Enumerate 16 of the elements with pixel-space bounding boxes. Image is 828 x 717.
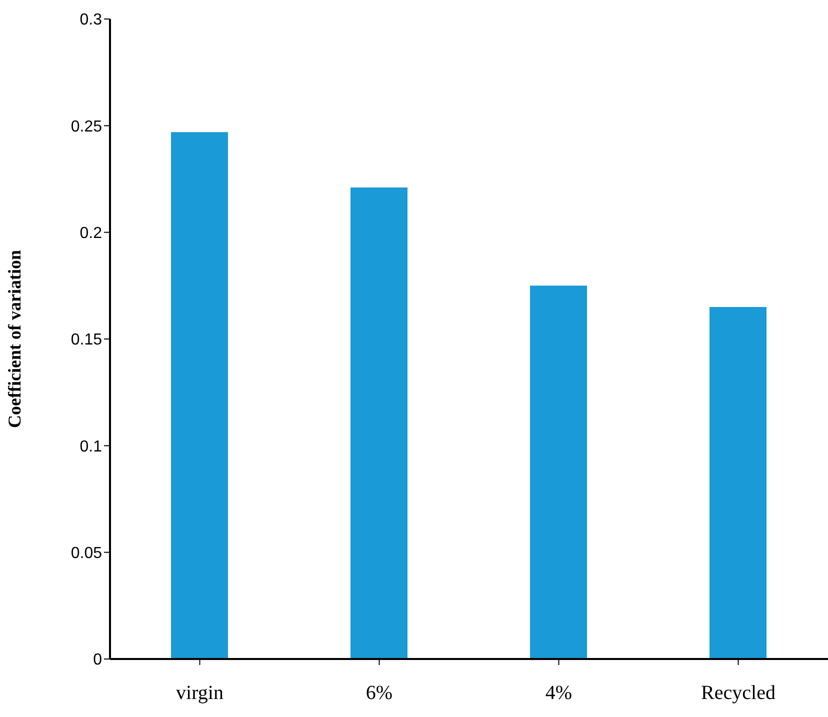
- bar: [171, 132, 228, 659]
- y-axis-title: Coefficient of variation: [4, 250, 24, 428]
- bar: [350, 188, 408, 659]
- x-tick-label: Recycled: [701, 682, 776, 704]
- y-tick-label: 0.1: [80, 438, 102, 456]
- x-tick-label: 4%: [545, 682, 572, 704]
- x-tick-label: virgin: [176, 682, 224, 704]
- y-tick-label: 0.2: [80, 225, 102, 242]
- y-tick-label: 0.3: [80, 12, 102, 29]
- y-tick-label: 0.15: [70, 332, 102, 349]
- bar: [530, 286, 587, 659]
- y-tick-label: 0.05: [70, 545, 102, 562]
- y-tick-label: 0.25: [70, 118, 102, 136]
- x-tick-label: 6%: [366, 682, 393, 704]
- bar: [710, 307, 766, 659]
- y-tick-label: 0: [93, 652, 102, 669]
